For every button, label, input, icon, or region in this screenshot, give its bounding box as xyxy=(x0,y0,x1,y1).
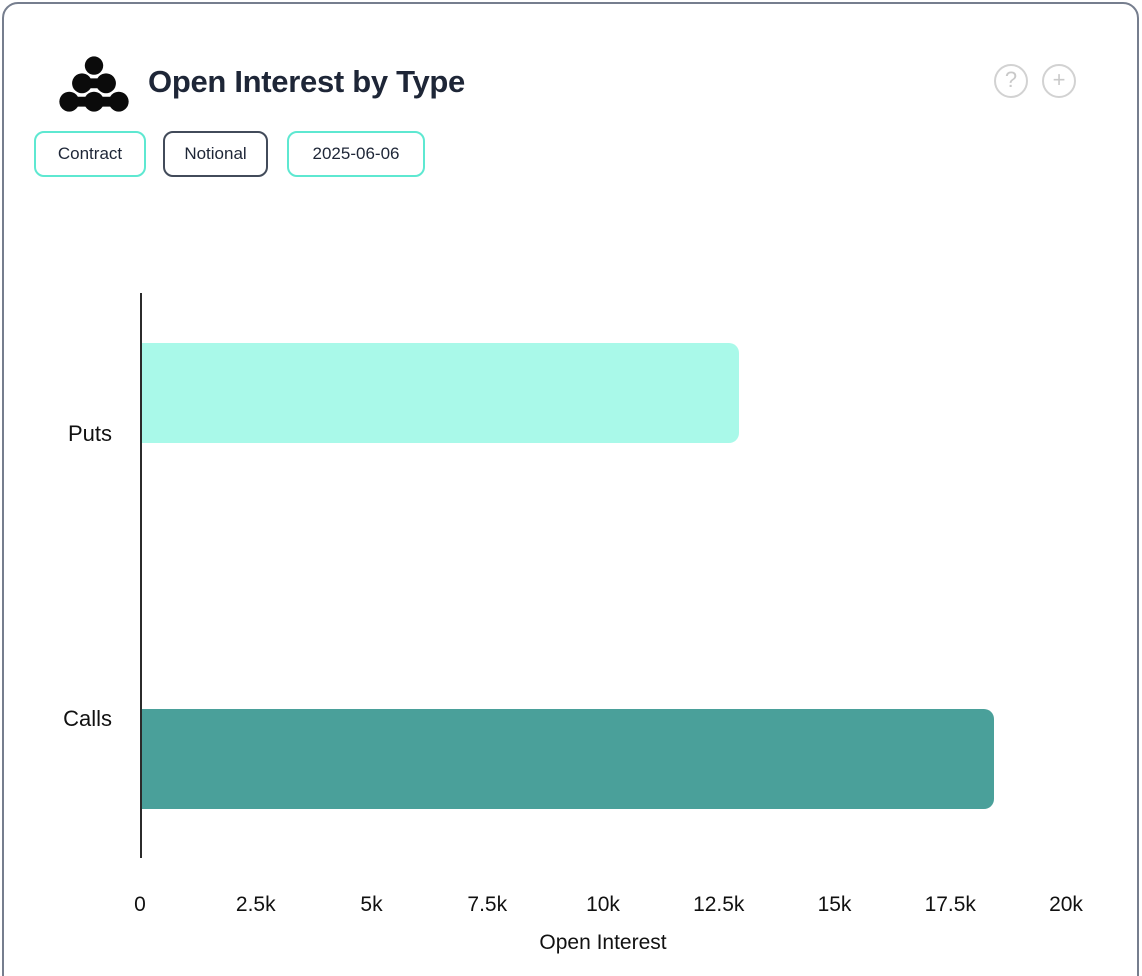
x-tick-label: 17.5k xyxy=(924,893,976,916)
logo-icon xyxy=(59,56,129,112)
x-tick-label: 10k xyxy=(586,893,620,916)
filter-chip-notional[interactable]: Notional xyxy=(163,131,268,177)
filter-chip-contract[interactable]: Contract xyxy=(34,131,146,177)
x-tick-label: 12.5k xyxy=(693,893,745,916)
bar-calls[interactable] xyxy=(142,709,994,809)
filter-chip-date[interactable]: 2025-06-06 xyxy=(287,131,425,177)
x-tick-label: 15k xyxy=(817,893,852,916)
bar-puts[interactable] xyxy=(142,343,739,443)
page-title: Open Interest by Type xyxy=(148,64,465,99)
category-label-calls: Calls xyxy=(63,706,112,731)
x-tick-label: 5k xyxy=(360,893,383,916)
x-axis-title: Open Interest xyxy=(539,931,667,954)
x-tick-label: 7.5k xyxy=(467,893,508,916)
add-button[interactable]: + xyxy=(1042,64,1076,98)
y-axis-line xyxy=(140,293,142,858)
x-tick-label: 20k xyxy=(1049,893,1083,916)
x-tick-label: 0 xyxy=(134,893,146,916)
filter-chip-row: Contract Notional 2025-06-06 xyxy=(0,131,1142,177)
category-label-puts: Puts xyxy=(67,421,112,446)
question-icon: ? xyxy=(1004,67,1018,92)
x-tick-label: 2.5k xyxy=(235,893,276,916)
help-button[interactable]: ? xyxy=(994,64,1028,98)
plus-icon: + xyxy=(1052,67,1066,92)
header: Open Interest by Type ? + xyxy=(0,0,1142,120)
